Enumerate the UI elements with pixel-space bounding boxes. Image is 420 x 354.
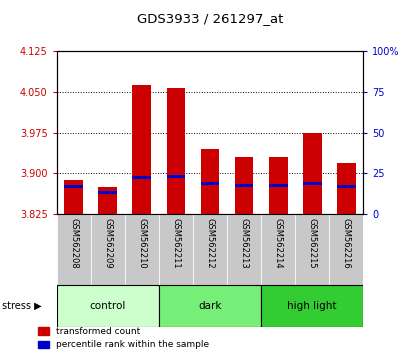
Bar [125,214,159,285]
Bar [235,157,253,214]
Bar [91,214,125,285]
Bar [227,214,261,285]
Bar [201,182,219,185]
Bar [57,214,91,285]
Bar [167,175,185,178]
Bar [295,214,329,285]
Text: stress ▶: stress ▶ [2,301,42,311]
Bar [132,85,151,214]
Bar [269,157,288,214]
Bar [337,162,356,214]
Text: GSM562211: GSM562211 [171,218,181,268]
Text: GSM562212: GSM562212 [205,218,215,268]
Bar [159,285,261,327]
Bar [303,182,322,185]
Text: dark: dark [198,301,222,311]
Text: GDS3933 / 261297_at: GDS3933 / 261297_at [137,12,283,25]
Bar [337,185,356,188]
Bar [269,184,288,187]
Text: high light: high light [287,301,337,311]
Text: control: control [89,301,126,311]
Bar [64,185,83,188]
Bar [64,180,83,214]
Text: GSM562210: GSM562210 [137,218,146,268]
Bar [201,149,219,214]
Bar [329,214,363,285]
Bar [193,214,227,285]
Text: GSM562216: GSM562216 [342,218,351,268]
Bar [235,184,253,187]
Bar [167,88,185,214]
Legend: transformed count, percentile rank within the sample: transformed count, percentile rank withi… [38,327,209,349]
Text: GSM562209: GSM562209 [103,218,112,268]
Bar [57,285,159,327]
Bar [303,133,322,214]
Text: GSM562213: GSM562213 [239,218,249,268]
Bar [159,214,193,285]
Text: GSM562208: GSM562208 [69,218,78,268]
Text: GSM562215: GSM562215 [308,218,317,268]
Bar [261,214,295,285]
Bar [261,285,363,327]
Text: GSM562214: GSM562214 [274,218,283,268]
Bar [98,191,117,194]
Bar [98,187,117,214]
Bar [132,176,151,179]
